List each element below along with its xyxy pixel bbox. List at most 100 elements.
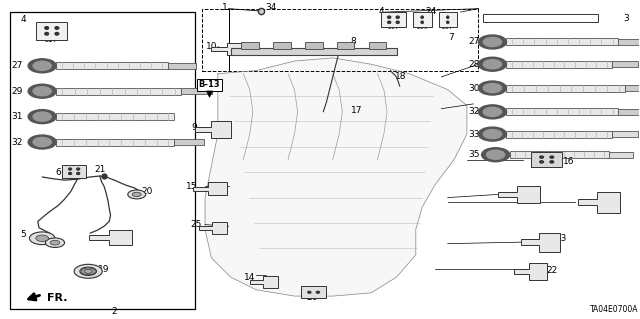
Ellipse shape xyxy=(478,127,506,141)
Ellipse shape xyxy=(316,291,319,293)
Ellipse shape xyxy=(33,87,51,96)
FancyBboxPatch shape xyxy=(56,88,180,95)
Ellipse shape xyxy=(84,269,92,273)
Ellipse shape xyxy=(68,168,72,170)
Ellipse shape xyxy=(478,105,506,119)
Ellipse shape xyxy=(45,33,49,35)
Ellipse shape xyxy=(478,57,506,71)
Ellipse shape xyxy=(45,238,65,248)
Ellipse shape xyxy=(28,110,56,123)
Polygon shape xyxy=(514,263,547,280)
Polygon shape xyxy=(195,121,230,138)
Ellipse shape xyxy=(45,27,49,29)
Text: 27: 27 xyxy=(12,61,23,70)
Ellipse shape xyxy=(550,161,554,163)
FancyBboxPatch shape xyxy=(56,113,174,120)
Text: 2: 2 xyxy=(111,307,117,316)
Ellipse shape xyxy=(396,21,399,23)
Text: 5: 5 xyxy=(20,230,26,239)
FancyBboxPatch shape xyxy=(625,85,640,91)
Ellipse shape xyxy=(33,137,51,146)
Text: ø17: ø17 xyxy=(388,25,399,30)
Ellipse shape xyxy=(68,173,72,174)
Ellipse shape xyxy=(132,192,141,197)
Text: 21: 21 xyxy=(94,166,106,174)
Text: 13: 13 xyxy=(601,193,612,202)
Text: 26: 26 xyxy=(307,293,318,302)
FancyBboxPatch shape xyxy=(381,12,406,27)
Ellipse shape xyxy=(540,156,543,158)
Polygon shape xyxy=(250,276,278,288)
FancyBboxPatch shape xyxy=(506,61,612,68)
Ellipse shape xyxy=(33,112,51,121)
Text: ø17: ø17 xyxy=(45,37,58,43)
Ellipse shape xyxy=(33,61,51,70)
Text: 19: 19 xyxy=(98,264,109,274)
FancyBboxPatch shape xyxy=(273,42,291,49)
FancyBboxPatch shape xyxy=(36,22,67,40)
Text: 30: 30 xyxy=(468,84,479,93)
Ellipse shape xyxy=(483,84,502,93)
Ellipse shape xyxy=(28,135,56,149)
Ellipse shape xyxy=(421,21,423,23)
FancyBboxPatch shape xyxy=(506,108,618,115)
Ellipse shape xyxy=(486,150,505,159)
Text: 17: 17 xyxy=(351,106,362,115)
Ellipse shape xyxy=(540,161,543,163)
Ellipse shape xyxy=(308,291,311,293)
Text: 3: 3 xyxy=(623,14,629,23)
Text: 31: 31 xyxy=(12,112,23,121)
FancyBboxPatch shape xyxy=(230,48,397,55)
Text: 24: 24 xyxy=(426,7,436,16)
FancyBboxPatch shape xyxy=(413,12,432,27)
Text: 4: 4 xyxy=(20,15,26,24)
Text: 4: 4 xyxy=(378,7,384,16)
Text: 20: 20 xyxy=(141,187,152,197)
Ellipse shape xyxy=(447,21,449,23)
FancyBboxPatch shape xyxy=(168,63,196,69)
Text: 27: 27 xyxy=(468,38,479,47)
FancyBboxPatch shape xyxy=(618,39,640,45)
Polygon shape xyxy=(521,233,560,252)
Text: TA04E0700A: TA04E0700A xyxy=(589,306,638,315)
FancyBboxPatch shape xyxy=(180,88,212,94)
FancyBboxPatch shape xyxy=(506,39,618,46)
FancyBboxPatch shape xyxy=(369,42,387,49)
Ellipse shape xyxy=(77,173,79,174)
Ellipse shape xyxy=(550,156,554,158)
Text: 28: 28 xyxy=(468,60,479,69)
Ellipse shape xyxy=(74,264,102,278)
Ellipse shape xyxy=(478,35,506,49)
Ellipse shape xyxy=(421,16,423,19)
Text: 23: 23 xyxy=(555,234,566,243)
Text: 10: 10 xyxy=(206,42,218,51)
Text: 1: 1 xyxy=(221,3,227,11)
Ellipse shape xyxy=(396,16,399,19)
Ellipse shape xyxy=(388,21,390,23)
FancyBboxPatch shape xyxy=(62,165,86,178)
Polygon shape xyxy=(90,230,132,245)
Text: 15: 15 xyxy=(186,182,197,191)
Text: 29: 29 xyxy=(12,87,23,96)
Text: 14: 14 xyxy=(244,272,255,281)
Text: 34: 34 xyxy=(266,3,277,11)
Ellipse shape xyxy=(28,84,56,98)
FancyBboxPatch shape xyxy=(509,151,609,158)
Ellipse shape xyxy=(55,33,59,35)
Polygon shape xyxy=(199,222,227,234)
Text: 18: 18 xyxy=(396,72,407,81)
Ellipse shape xyxy=(128,190,146,199)
Text: 7: 7 xyxy=(448,33,454,42)
FancyBboxPatch shape xyxy=(56,138,174,145)
FancyBboxPatch shape xyxy=(56,62,168,69)
Polygon shape xyxy=(205,58,467,296)
Polygon shape xyxy=(211,43,246,55)
Text: 9: 9 xyxy=(191,123,197,132)
FancyBboxPatch shape xyxy=(609,152,634,158)
Text: 35: 35 xyxy=(468,150,479,159)
Text: B-13: B-13 xyxy=(198,80,220,89)
FancyBboxPatch shape xyxy=(531,152,562,167)
FancyBboxPatch shape xyxy=(618,109,640,115)
Ellipse shape xyxy=(80,267,97,275)
Ellipse shape xyxy=(36,235,49,241)
